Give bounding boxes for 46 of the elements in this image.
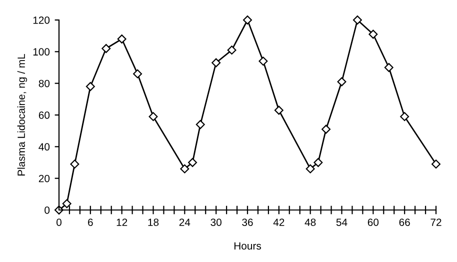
point <box>212 58 221 68</box>
x-tick-label: 30 <box>210 218 222 226</box>
x-axis-title: Hours <box>234 242 262 250</box>
x-tick-label: 72 <box>430 218 442 226</box>
point <box>243 16 252 24</box>
x-tick-label: 0 <box>56 218 62 226</box>
y-tick-label: 20 <box>38 174 50 182</box>
point <box>227 46 236 55</box>
point <box>70 160 80 169</box>
point <box>274 106 284 115</box>
point <box>384 63 394 72</box>
x-tick-label: 12 <box>116 218 128 226</box>
point <box>133 69 142 78</box>
point <box>314 158 323 167</box>
point <box>337 77 346 86</box>
point <box>306 164 315 174</box>
point <box>258 56 268 66</box>
y-tick-label: 60 <box>38 112 50 119</box>
y-axis-title: Plasma Lidocaine, ng / mL <box>17 54 28 176</box>
point <box>322 124 331 134</box>
point <box>432 160 440 169</box>
point <box>86 82 95 91</box>
point <box>148 112 158 122</box>
x-tick-label: 48 <box>304 218 316 226</box>
x-tick-label: 66 <box>399 218 410 226</box>
x-tick-label: 36 <box>242 218 253 226</box>
point <box>102 44 111 53</box>
y-tick-label: 100 <box>33 48 50 56</box>
point <box>62 199 72 208</box>
x-tick-label: 18 <box>148 218 159 226</box>
point <box>352 16 362 24</box>
point <box>196 120 205 129</box>
y-tick-label: 80 <box>38 80 50 88</box>
y-tick-label: 120 <box>33 16 50 24</box>
point <box>400 112 410 122</box>
point <box>188 158 198 167</box>
x-tick-label: 42 <box>273 218 284 226</box>
x-tick-label: 60 <box>368 218 379 226</box>
y-tick-label: 0 <box>44 206 50 214</box>
x-tick-label: 54 <box>336 218 348 226</box>
point <box>368 30 378 39</box>
x-tick-label: 24 <box>179 218 190 226</box>
x-tick-label: 6 <box>88 218 93 226</box>
point <box>180 164 190 174</box>
point <box>117 34 126 44</box>
y-tick-label: 40 <box>38 143 50 151</box>
